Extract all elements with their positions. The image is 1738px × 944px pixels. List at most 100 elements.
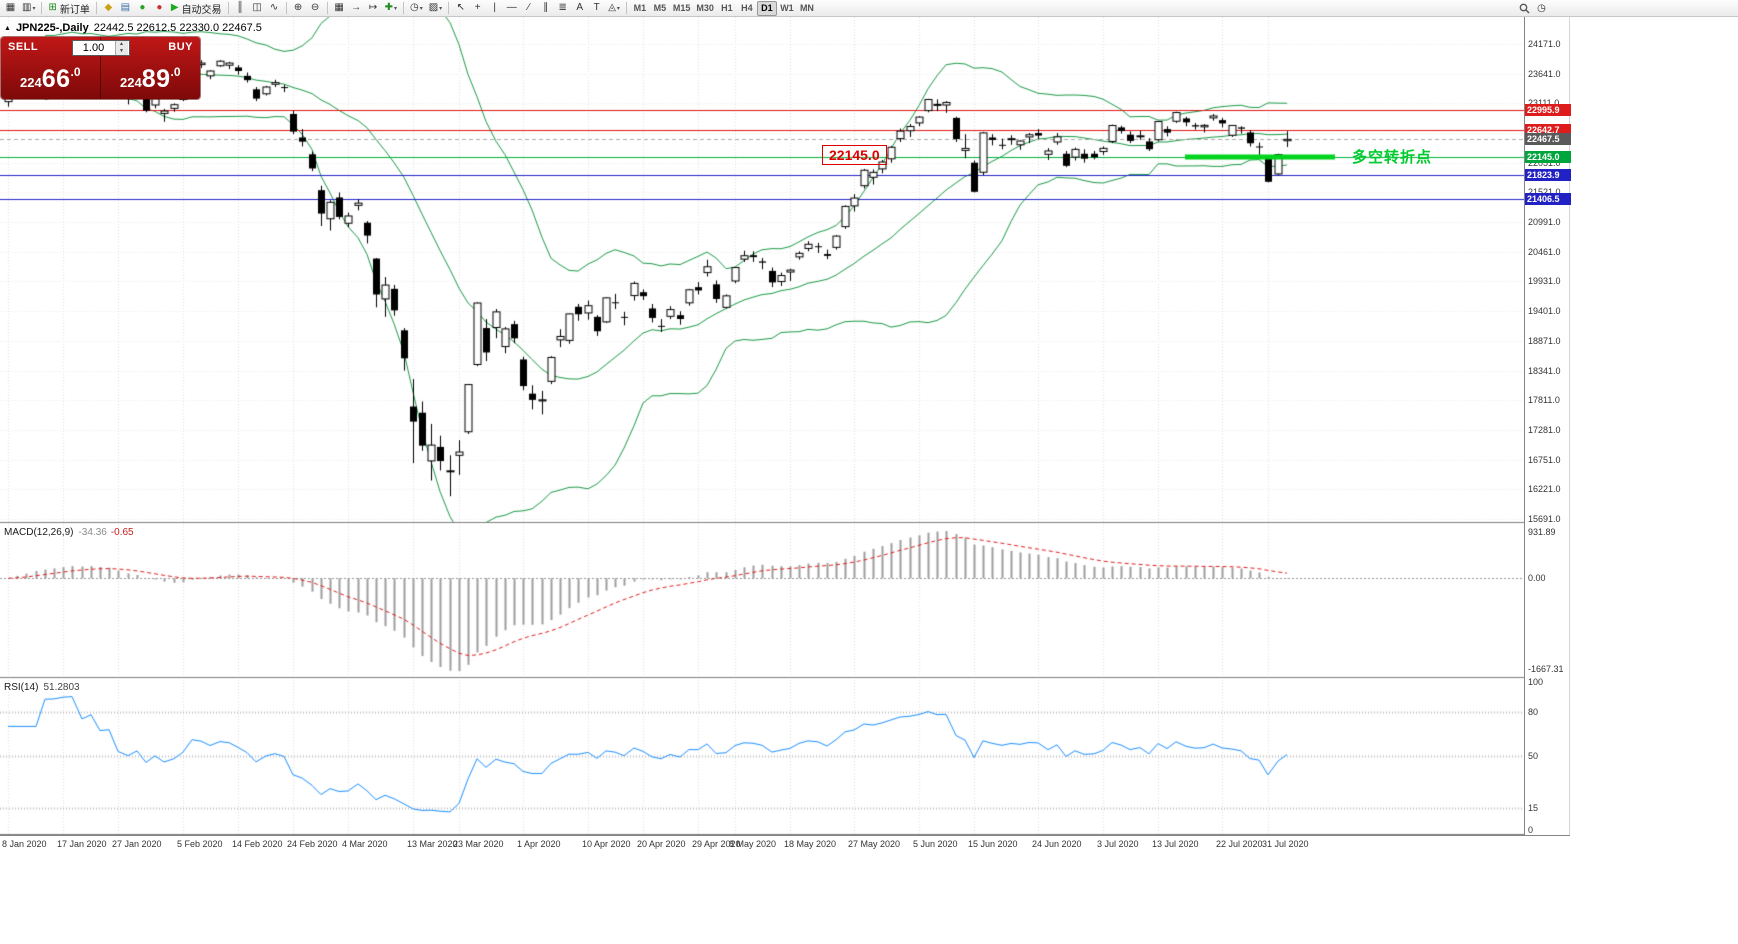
time-axis-label: 23 Mar 2020 (453, 839, 504, 849)
price-tag: 22145.0 (1525, 151, 1571, 163)
label-tool-button[interactable]: T (588, 1, 605, 16)
new-chart-button[interactable]: ▦ (2, 1, 19, 16)
toolbar-separator (285, 2, 287, 14)
time-axis-label: 31 Jul 2020 (1262, 839, 1309, 849)
fibonacci-tool-button[interactable]: ≣ (554, 1, 571, 16)
cursor-tool-icon: ↖ (456, 2, 465, 13)
vertical-line-tool-button[interactable]: | (486, 1, 503, 16)
toolbar-separator (41, 2, 43, 14)
time-axis[interactable]: 8 Jan 2020 17 Jan 2020 27 Jan 2020 5 Feb 20… (0, 835, 1570, 857)
timeframe-m5-button[interactable]: M5 (653, 3, 667, 13)
ea-disable-button[interactable]: ● (151, 1, 168, 16)
macd-caption: MACD(12,26,9) -34.36 -0.65 (4, 527, 134, 538)
line-chart-button[interactable]: ∿ (266, 1, 283, 16)
crosshair-tool-button[interactable]: + (469, 1, 486, 16)
lot-spin-down-icon[interactable]: ▼ (115, 48, 128, 55)
timeframe-m1-button[interactable]: M1 (633, 3, 647, 13)
price-axis-label: 16221.0 (1528, 484, 1561, 495)
sell-button[interactable]: SELL 22466.0 (1, 37, 101, 99)
timeframe-h1-button[interactable]: H1 (721, 3, 733, 13)
indicators-button[interactable]: ✚ ▾ (382, 1, 400, 16)
toolbar-button-label: 新订单 (59, 4, 90, 16)
auto-trading-button[interactable]: ▶ 自动交易 (168, 1, 225, 16)
price-axis[interactable]: 24171.023641.023111.022581.022051.021521… (1524, 17, 1571, 835)
time-axis-label: 14 Feb 2020 (232, 839, 283, 849)
label-tool-icon: T (593, 2, 600, 13)
ea-enable-icon: ● (139, 2, 146, 13)
lot-spinner[interactable]: ▲ ▼ (114, 41, 128, 55)
ea-enable-button[interactable]: ● (134, 1, 151, 16)
expert-advisors-icon: ◆ (104, 2, 113, 13)
lot-spin-up-icon[interactable]: ▲ (115, 41, 128, 48)
candlestick-button[interactable]: ◫ (249, 1, 266, 16)
profiles-button[interactable]: ▥ ▾ (19, 1, 38, 16)
horizontal-line-tool-button[interactable]: — (503, 1, 520, 16)
auto-scroll-icon: → (351, 2, 362, 13)
trendline-tool-button[interactable]: ∕ (520, 1, 537, 16)
chart-shift-icon: ↦ (368, 2, 378, 13)
zoom-in-button[interactable]: ⊕ (290, 1, 307, 16)
chart-shift-button[interactable]: ↦ (365, 1, 382, 16)
new-order-button[interactable]: ⊞ 新订单 (45, 1, 92, 16)
timeframe-h4-button[interactable]: H4 (741, 3, 753, 13)
chevron-down-icon: ▾ (439, 5, 443, 12)
lot-size-input[interactable] (72, 41, 115, 55)
zoom-out-button[interactable]: ⊖ (307, 1, 324, 16)
time-axis-label: 20 Apr 2020 (637, 839, 686, 849)
price-tag: 21823.9 (1525, 169, 1571, 181)
price-chart-canvas[interactable] (0, 17, 1524, 835)
periods-icon: ◷ (409, 2, 419, 13)
time-axis-label: 13 Mar 2020 (407, 839, 458, 849)
candlestick-icon: ◫ (252, 2, 262, 13)
bar-chart-button[interactable]: ║ (232, 1, 249, 16)
macd-main-value: -34.36 (78, 527, 107, 538)
expert-advisors-button[interactable]: ◆ (100, 1, 117, 16)
buy-label: BUY (168, 41, 193, 53)
time-axis-label: 24 Jun 2020 (1032, 839, 1082, 849)
price-annotation-box[interactable]: 22145.0 (822, 145, 887, 165)
timeframe-m15-button[interactable]: M15 (672, 3, 691, 13)
buy-button[interactable]: BUY 22489.0 (101, 37, 201, 99)
search-button[interactable] (1516, 1, 1533, 16)
time-axis-label: 18 May 2020 (784, 839, 837, 849)
search-icon (1519, 3, 1530, 14)
timeframe-d1-button[interactable]: D1 (756, 0, 777, 16)
price-axis-label: 23641.0 (1528, 68, 1561, 79)
rsi-caption: RSI(14) 51.2803 (4, 682, 80, 693)
turning-point-annotation[interactable]: 多空转折点 (1352, 149, 1433, 166)
lot-size-field[interactable]: ▲▼ (71, 40, 130, 56)
new-chart-icon: ▦ (5, 2, 16, 13)
macd-axis-label: 931.89 (1528, 527, 1556, 537)
timeframe-w1-button[interactable]: W1 (780, 3, 794, 13)
price-axis-label: 20461.0 (1528, 246, 1561, 257)
chevron-down-icon: ▾ (419, 5, 423, 12)
templates-icon: ▨ (428, 2, 439, 13)
templates-button[interactable]: ▨ ▾ (426, 1, 445, 16)
crosshair-tool-icon: + (474, 2, 481, 13)
price-axis-label: 24171.0 (1528, 38, 1561, 49)
market-watch-button[interactable]: ▤ (117, 1, 134, 16)
one-click-collapse-icon[interactable]: ▲ (4, 24, 11, 32)
channel-tool-button[interactable]: ∥ (537, 1, 554, 16)
time-axis-label: 17 Jan 2020 (57, 839, 107, 849)
rsi-name: RSI(14) (4, 682, 39, 693)
buy-price: 22489.0 (119, 65, 181, 93)
arrows-tool-button[interactable]: ◬ ▾ (605, 1, 623, 16)
text-tool-button[interactable]: A (571, 1, 588, 16)
chevron-down-icon: ▾ (393, 5, 397, 12)
auto-scroll-button[interactable]: → (348, 1, 365, 16)
cursor-tool-button[interactable]: ↖ (452, 1, 469, 16)
tile-windows-button[interactable]: ▦ (331, 1, 348, 16)
timeframe-mn-button[interactable]: MN (799, 3, 814, 13)
quick-period-button[interactable]: ◷ (1533, 1, 1550, 16)
periods-button[interactable]: ◷ ▾ (407, 1, 426, 16)
toolbar-button-label: 自动交易 (181, 4, 222, 16)
text-tool-icon: A (576, 2, 584, 13)
time-axis-label: 1 Apr 2020 (517, 839, 561, 849)
horizontal-line-tool-icon: — (506, 2, 517, 13)
timeframe-m30-button[interactable]: M30 (696, 3, 714, 13)
toolbar-separator (402, 2, 404, 14)
price-axis-label: 19401.0 (1528, 306, 1561, 317)
toolbar-separator (625, 2, 627, 14)
toolbar-separator (227, 2, 229, 14)
